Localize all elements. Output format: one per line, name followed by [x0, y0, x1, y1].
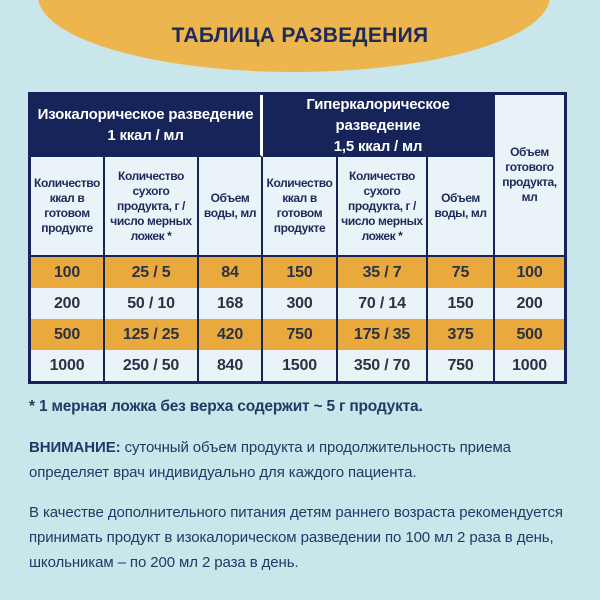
table-cell: 168	[199, 288, 263, 319]
note-line: принимать продукт в изокалорическом разв…	[29, 529, 554, 546]
table-cell: 500	[31, 319, 105, 350]
table-cell: 100	[495, 257, 564, 288]
table-cell: 100	[31, 257, 105, 288]
usage-note-paragraph: В качестве дополнительного питания детям…	[29, 500, 581, 575]
table-cell: 200	[31, 288, 105, 319]
table-cell: 1000	[495, 350, 564, 381]
column-header: Количество ккал в готовом продукте	[263, 157, 338, 257]
table-cell: 750	[428, 350, 495, 381]
table-cell: 75	[428, 257, 495, 288]
table-cell: 750	[263, 319, 338, 350]
table-cell: 350 / 70	[338, 350, 428, 381]
group-header-line2: 1 ккал / мл	[107, 127, 184, 144]
table-cell: 250 / 50	[105, 350, 199, 381]
table-cell: 70 / 14	[338, 288, 428, 319]
table-cell: 1500	[263, 350, 338, 381]
table-cell: 84	[199, 257, 263, 288]
table-cell: 150	[428, 288, 495, 319]
column-header-ready-volume: Объем готового продукта, мл	[495, 95, 564, 257]
table-cell: 50 / 10	[105, 288, 199, 319]
warning-label: ВНИМАНИЕ:	[29, 439, 121, 456]
page-title: ТАБЛИЦА РАЗВЕДЕНИЯ	[171, 24, 429, 47]
table-cell: 150	[263, 257, 338, 288]
table-cell: 420	[199, 319, 263, 350]
table-cell: 200	[495, 288, 564, 319]
note-line: школьникам – по 200 мл 2 раза в день.	[29, 554, 299, 571]
table-cell: 500	[495, 319, 564, 350]
scoop-footnote: * 1 мерная ложка без верха содержит ~ 5 …	[29, 398, 423, 415]
column-header: Количество сухого продукта, г / число ме…	[338, 157, 428, 257]
table-cell: 35 / 7	[338, 257, 428, 288]
table-cell: 300	[263, 288, 338, 319]
column-header: Объем воды, мл	[199, 157, 263, 257]
group-header-hypercaloric: Гиперкалорическое разведение 1,5 ккал / …	[263, 95, 495, 157]
warning-text: суточный объем продукта и продолжительно…	[120, 439, 511, 456]
group-header-line1: Изокалорическое разведение	[37, 106, 254, 123]
table-cell: 375	[428, 319, 495, 350]
group-header-isocaloric: Изокалорическое разведение 1 ккал / мл	[31, 95, 263, 157]
table-cell: 125 / 25	[105, 319, 199, 350]
dilution-table: Изокалорическое разведение 1 ккал / мл Г…	[28, 92, 567, 384]
table-cell: 25 / 5	[105, 257, 199, 288]
warning-line: ВНИМАНИЕ: суточный объем продукта и прод…	[29, 435, 581, 460]
group-header-line2: 1,5 ккал / мл	[333, 137, 423, 155]
table-cell: 1000	[31, 350, 105, 381]
warning-paragraph: ВНИМАНИЕ: суточный объем продукта и прод…	[29, 435, 581, 485]
column-header: Количество сухого продукта, г / число ме…	[105, 157, 199, 257]
column-header: Количество ккал в готовом продукте	[31, 157, 105, 257]
group-header-line1: Гиперкалорическое разведение	[306, 95, 450, 134]
table-cell: 175 / 35	[338, 319, 428, 350]
column-header: Объем воды, мл	[428, 157, 495, 257]
table-cell: 840	[199, 350, 263, 381]
note-line: В качестве дополнительного питания детям…	[29, 504, 563, 521]
warning-line: определяет врач индивидуально для каждог…	[29, 464, 417, 481]
